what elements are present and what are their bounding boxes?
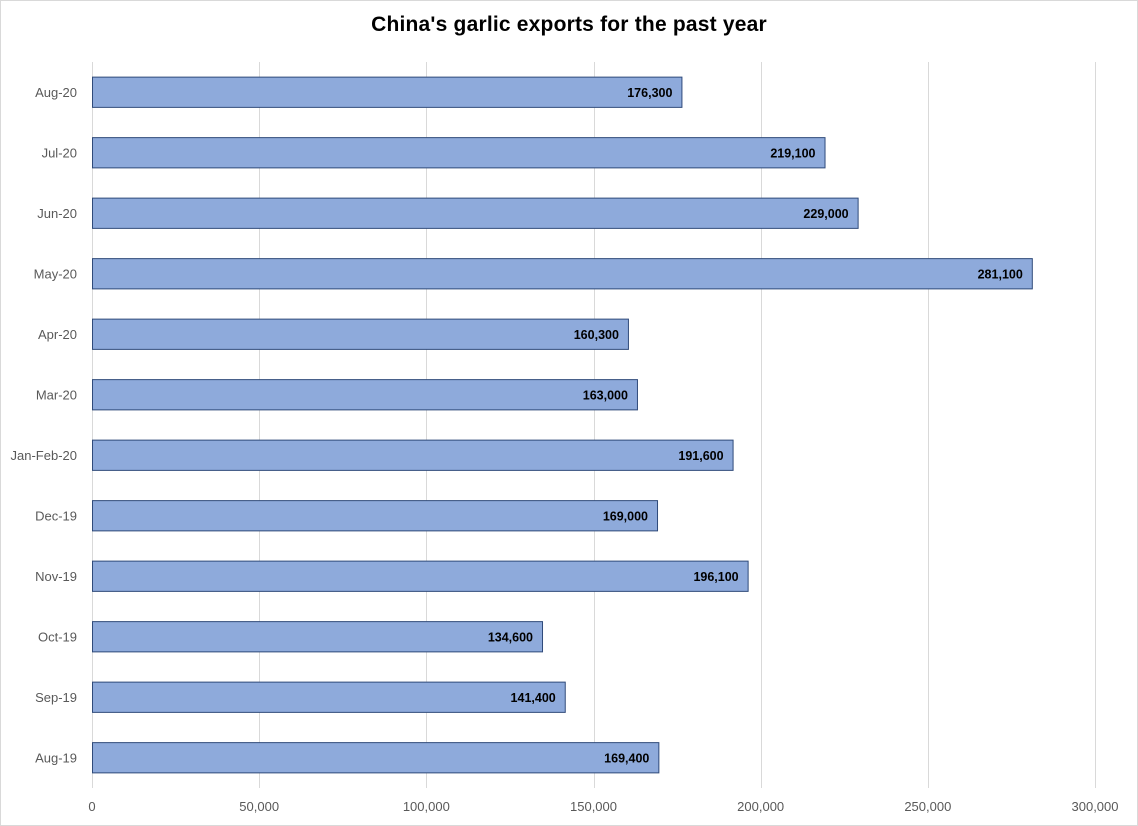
bar-jan-feb-20 (92, 439, 734, 471)
data-label: 196,100 (693, 570, 738, 584)
bars (92, 76, 1033, 774)
x-tick-label: 200,000 (737, 799, 784, 814)
data-label: 281,100 (978, 267, 1023, 281)
y-tick-label: May-20 (34, 266, 77, 281)
chart-title: China's garlic exports for the past year (371, 13, 767, 36)
y-tick-label: Jan-Feb-20 (11, 448, 77, 463)
x-tick-label: 50,000 (239, 799, 279, 814)
bar-aug-19 (92, 742, 660, 774)
bar-jun-20 (92, 197, 859, 229)
bar-nov-19 (92, 560, 749, 592)
bar-sep-19 (92, 681, 566, 713)
data-label: 169,000 (603, 509, 648, 523)
y-tick-label: Dec-19 (35, 508, 77, 523)
bar-apr-20 (92, 318, 629, 350)
y-tick-label: Jul-20 (42, 145, 77, 160)
data-label: 176,300 (627, 86, 672, 100)
data-label: 229,000 (803, 207, 848, 221)
y-tick-label: Aug-19 (35, 750, 77, 765)
bar-oct-19 (92, 621, 544, 653)
bar-mar-20 (92, 379, 638, 411)
data-label: 219,100 (770, 146, 815, 160)
bar-dec-19 (92, 500, 659, 532)
x-tick-label: 150,000 (570, 799, 617, 814)
y-tick-label: Aug-20 (35, 85, 77, 100)
data-label: 141,400 (511, 691, 556, 705)
y-tick-label: Sep-19 (35, 690, 77, 705)
y-tick-label: Jun-20 (37, 206, 77, 221)
data-label: 163,000 (583, 388, 628, 402)
y-tick-label: Apr-20 (38, 327, 77, 342)
bar-jul-20 (92, 137, 826, 169)
value-axis: 0 50,000 100,000 150,000 200,000 250,000 300,0… (88, 799, 1118, 814)
y-tick-label: Nov-19 (35, 569, 77, 584)
x-tick-label: 0 (88, 799, 95, 814)
data-label: 169,400 (604, 751, 649, 765)
x-tick-label: 100,000 (403, 799, 450, 814)
x-tick-label: 250,000 (904, 799, 951, 814)
data-labels: 176,300 219,100 229,000 281,100 160,300 163,0… (488, 86, 1023, 766)
gridlines (92, 62, 1096, 788)
y-tick-label: Oct-19 (38, 629, 77, 644)
category-axis: Aug-20 Jul-20 Jun-20 May-20 Apr-20 Mar-20 Jan-… (11, 85, 77, 766)
data-label: 134,600 (488, 630, 533, 644)
data-label: 191,600 (678, 449, 723, 463)
bar-may-20 (92, 258, 1033, 290)
bar-aug-20 (92, 76, 683, 108)
x-tick-label: 300,000 (1072, 799, 1119, 814)
data-label: 160,300 (574, 328, 619, 342)
y-tick-label: Mar-20 (36, 387, 77, 402)
